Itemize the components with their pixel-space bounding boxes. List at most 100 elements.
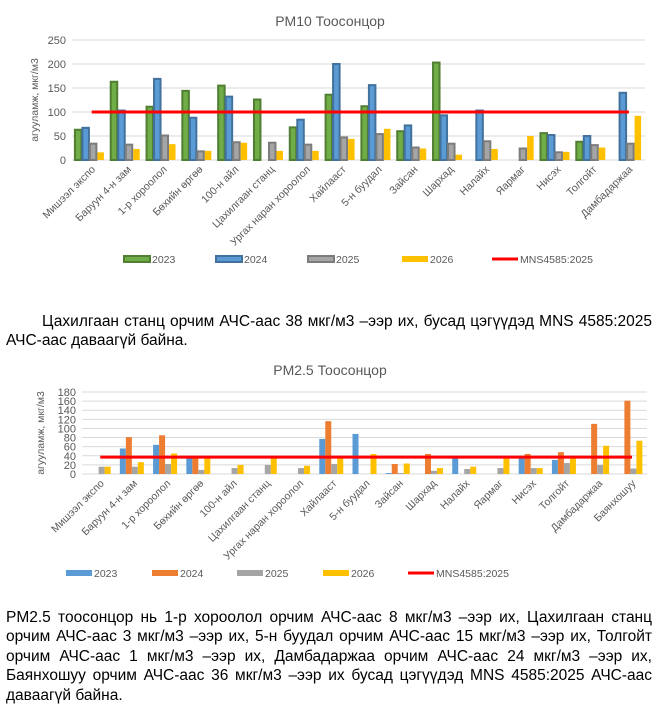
legend-label: MNS4585:2025	[520, 254, 593, 266]
bar-pm25-2025	[597, 465, 603, 474]
pm10-summary-paragraph: Цахилгаан станц орчим АЧС-аас 38 мкг/м3 …	[6, 312, 652, 351]
bar-pm10-2025	[233, 142, 240, 160]
legend-label: 2023	[94, 568, 118, 580]
bar-pm10-2025	[555, 152, 562, 160]
bar-pm25-2023	[186, 457, 192, 474]
bar-pm10-2024	[476, 111, 483, 160]
bar-pm25-2023	[386, 473, 392, 474]
bar-pm25-2026	[437, 468, 443, 474]
bar-pm10-2025	[591, 145, 598, 160]
category-label: Зайсан	[387, 163, 420, 196]
bar-pm10-2026	[97, 152, 104, 160]
bar-pm25-2025	[331, 464, 337, 474]
bar-pm10-2023	[75, 130, 82, 160]
bar-pm10-2026	[456, 155, 463, 160]
bar-pm25-2024	[624, 401, 630, 474]
bar-pm10-2023	[254, 100, 261, 160]
bar-pm25-2026	[204, 458, 210, 474]
bar-pm25-2023	[452, 457, 458, 474]
bar-pm10-2023	[111, 82, 118, 160]
legend-label: MNS4585:2025	[436, 568, 509, 580]
bar-pm10-2024	[441, 115, 448, 160]
y-axis-label: агууламж, мкг/м3	[29, 58, 41, 142]
bar-pm10-2025	[448, 144, 455, 160]
legend-swatch	[237, 570, 263, 576]
bar-pm10-2024	[369, 85, 376, 160]
pm25-chart-svg: PM2.5 Тоосонцор020406080100120140160180а…	[0, 352, 659, 588]
bar-pm10-2026	[563, 152, 570, 160]
y-axis-label: агууламж, мкг/м3	[35, 391, 47, 475]
bar-pm10-2023	[361, 106, 368, 160]
bar-pm10-2026	[491, 149, 498, 160]
y-tick-label: 50	[54, 131, 66, 143]
legend-swatch	[216, 256, 242, 262]
bar-pm25-2025	[531, 468, 537, 474]
bar-pm10-2023	[290, 127, 297, 160]
bar-pm25-2026	[570, 457, 576, 474]
bar-pm10-2025	[412, 148, 419, 160]
bar-pm25-2024	[126, 437, 132, 474]
bar-pm10-2025	[197, 151, 204, 160]
legend-swatch	[323, 570, 349, 576]
bar-pm10-2024	[226, 97, 233, 160]
bar-pm10-2024	[584, 136, 591, 160]
bar-pm10-2025	[162, 136, 169, 160]
bar-pm10-2026	[527, 136, 534, 160]
bar-pm25-2025	[431, 471, 437, 474]
bar-pm10-2026	[205, 151, 212, 160]
legend-label: 2025	[336, 254, 360, 266]
bar-pm25-2025	[464, 469, 470, 474]
bar-pm10-2023	[147, 107, 154, 160]
bar-pm25-2025	[564, 463, 570, 474]
bar-pm10-2024	[405, 125, 412, 160]
bar-pm25-2023	[153, 445, 159, 474]
bar-pm25-2024	[591, 424, 597, 474]
bar-pm10-2026	[420, 148, 427, 160]
legend-swatch	[124, 256, 150, 262]
y-tick-label: 250	[48, 35, 66, 47]
bar-pm25-2023	[120, 448, 126, 474]
chart-title: PM2.5 Тоосонцор	[273, 362, 387, 378]
bar-pm10-2026	[635, 116, 642, 160]
category-label: Зайсан	[373, 477, 406, 510]
bar-pm10-2023	[326, 95, 333, 160]
category-label: Налайх	[438, 477, 473, 512]
y-tick-label: 200	[48, 59, 66, 71]
legend-swatch	[308, 256, 334, 262]
y-tick-label: 180	[58, 387, 76, 399]
legend-swatch	[66, 570, 92, 576]
legend-label: 2026	[430, 254, 454, 266]
legend-label: 2025	[265, 568, 289, 580]
pm25-summary-paragraph: PM2.5 тоосонцор нь 1-р хороолол орчим АЧ…	[6, 608, 652, 705]
bar-pm25-2026	[105, 467, 111, 474]
bar-pm10-2025	[520, 148, 527, 160]
bar-pm10-2024	[297, 120, 304, 160]
category-label: Налайх	[458, 163, 493, 198]
bar-pm10-2026	[312, 151, 319, 160]
bar-pm25-2025	[398, 473, 404, 474]
bar-pm25-2025	[232, 468, 238, 474]
legend-label: 2026	[351, 568, 375, 580]
chart-title: PM10 Тоосонцор	[275, 13, 385, 29]
category-label: Яармаг	[472, 478, 506, 512]
bar-pm25-2024	[192, 457, 198, 474]
bar-pm10-2025	[90, 144, 97, 160]
bar-pm10-2023	[182, 91, 189, 160]
bar-pm25-2026	[636, 441, 642, 474]
bar-pm25-2024	[159, 435, 165, 474]
bar-pm10-2023	[397, 131, 404, 160]
bar-pm10-2023	[540, 133, 547, 160]
category-label: Шархад	[421, 164, 457, 200]
bar-pm10-2023	[218, 86, 225, 160]
bar-pm25-2026	[503, 457, 509, 474]
legend-label: 2024	[244, 254, 268, 266]
legend-swatch	[152, 570, 178, 576]
bar-pm10-2024	[620, 93, 627, 160]
bar-pm25-2026	[404, 464, 410, 474]
category-label: Нисэх	[510, 477, 540, 507]
bar-pm10-2024	[548, 135, 555, 160]
bar-pm10-2025	[341, 137, 348, 160]
